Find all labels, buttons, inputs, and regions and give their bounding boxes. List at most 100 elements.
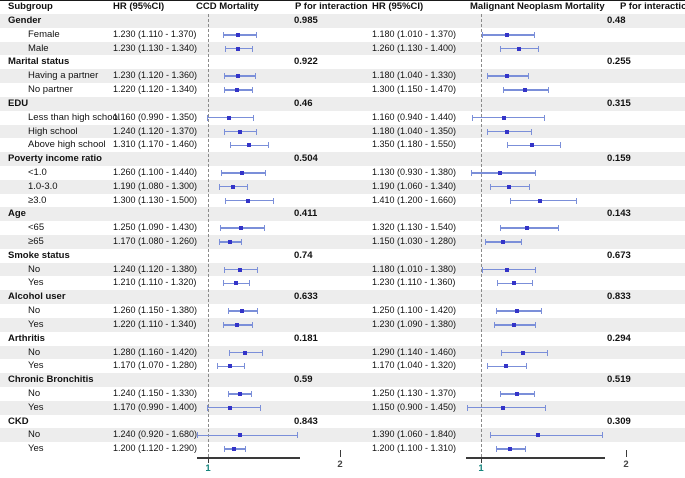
subgroup-label: No partner — [28, 84, 73, 96]
point-marker-ccd — [240, 170, 245, 175]
ci-cap-high-ccd — [250, 390, 252, 397]
p-value-ccd: 0.504 — [294, 153, 318, 165]
forest-row: Poverty income ratio 0.504 0.159 — [0, 152, 685, 166]
ci-cap-high-ccd — [253, 114, 255, 121]
subgroup-label: Yes — [28, 318, 44, 330]
point-marker-mn — [505, 32, 510, 37]
ci-bar-mn — [510, 199, 577, 202]
forest-row: <1.0 1.260 (1.100 - 1.440) 1.130 (0.930 - … — [0, 166, 685, 180]
subgroup-label: Yes — [28, 401, 44, 413]
p-value-mn: 0.315 — [607, 97, 631, 109]
ci-cap-low-ccd — [223, 73, 225, 80]
ci-cap-high-ccd — [273, 197, 274, 204]
forest-row: Chronic Bronchitis 0.59 0.519 — [0, 373, 685, 387]
point-marker-ccd — [245, 198, 250, 203]
hr-ci-text-ccd: 1.260 (1.100 - 1.440) — [113, 166, 198, 177]
forest-row: Male 1.230 (1.130 - 1.340) 1.260 (1.130 - … — [0, 41, 685, 56]
ci-cap-low-mn — [499, 45, 501, 52]
hr-ci-text-mn: 1.290 (1.140 - 1.460) — [372, 346, 457, 357]
ci-cap-low-ccd — [219, 225, 221, 232]
forest-row: Female 1.230 (1.110 - 1.370) 1.180 (1.010 … — [0, 28, 685, 42]
ci-cap-high-mn — [533, 390, 535, 397]
p-value-ccd: 0.985 — [294, 15, 318, 26]
forest-row: ≥3.0 1.300 (1.130 - 1.500) 1.410 (1.200 - … — [0, 194, 685, 208]
point-marker-mn — [515, 309, 520, 314]
subgroup-label: Male — [28, 42, 49, 54]
hr-ci-text-ccd: 1.170 (0.990 - 1.400) — [113, 401, 198, 412]
hr-ci-text-mn: 1.260 (1.130 - 1.400) — [372, 42, 457, 53]
ci-cap-high-mn — [559, 142, 561, 149]
subgroup-label: Arthritis — [8, 332, 45, 344]
point-marker-ccd — [232, 447, 237, 452]
ci-cap-low-mn — [482, 31, 484, 38]
ci-cap-low-ccd — [223, 446, 225, 453]
column-header-mn-mortality: Malignant Neoplasm Mortality — [470, 1, 605, 12]
ci-cap-low-ccd — [223, 128, 225, 135]
subgroup-label: Having a partner — [28, 70, 99, 82]
subgroup-label: Yes — [28, 277, 44, 289]
ci-cap-high-ccd — [245, 446, 247, 453]
forest-row: CKD 0.843 0.309 — [0, 415, 685, 429]
ci-cap-low-mn — [499, 225, 501, 232]
ci-cap-low-ccd — [222, 280, 224, 287]
forest-row: Arthritis 0.181 0.294 — [0, 332, 685, 346]
ci-cap-low-mn — [494, 321, 496, 328]
ci-cap-high-mn — [533, 31, 535, 38]
ci-cap-low-ccd — [223, 87, 225, 94]
hr-ci-text-mn: 1.180 (1.040 - 1.350) — [372, 125, 457, 136]
ci-cap-low-ccd — [225, 45, 227, 52]
ci-cap-low-ccd — [223, 266, 225, 273]
ci-cap-high-mn — [538, 45, 539, 52]
ci-cap-high-ccd — [265, 169, 267, 176]
forest-row: Yes 1.170 (1.070 - 1.280) 1.170 (1.040 - 1… — [0, 359, 685, 373]
p-value-mn: 0.159 — [607, 153, 631, 165]
forest-row: Smoke status 0.74 0.673 — [0, 249, 685, 263]
point-marker-ccd — [236, 74, 241, 79]
hr-ci-text-ccd: 1.170 (1.080 - 1.260) — [113, 236, 198, 246]
p-value-ccd: 0.181 — [294, 332, 318, 344]
hr-ci-text-mn: 1.320 (1.130 - 1.540) — [372, 222, 457, 233]
ci-cap-high-mn — [530, 128, 532, 135]
ci-cap-high-mn — [527, 73, 529, 80]
hr-ci-text-mn: 1.300 (1.150 - 1.470) — [372, 84, 457, 95]
forest-row: Less than high school 1.160 (0.990 - 1.35… — [0, 111, 685, 125]
ci-bar-mn — [470, 172, 537, 174]
reference-line-ccd — [208, 14, 209, 457]
point-marker-mn — [508, 447, 512, 452]
ci-cap-high-ccd — [255, 128, 257, 135]
hr-ci-text-ccd: 1.200 (1.120 - 1.290) — [113, 443, 198, 454]
subgroup-label: Yes — [28, 360, 44, 372]
hr-ci-text-mn: 1.200 (1.100 - 1.310) — [372, 443, 457, 454]
ci-cap-low-mn — [486, 128, 488, 135]
point-marker-mn — [497, 170, 502, 175]
point-marker-ccd — [228, 240, 233, 244]
ci-cap-high-mn — [543, 114, 545, 121]
forest-row: No 1.240 (1.120 - 1.380) 1.180 (1.010 - 1.… — [0, 262, 685, 277]
forest-row: ≥65 1.170 (1.080 - 1.260) 1.150 (1.030 - 1… — [0, 235, 685, 249]
hr-ci-text-ccd: 1.240 (1.150 - 1.330) — [113, 387, 198, 398]
axis-tick-label-2-mn: 2 — [623, 459, 629, 470]
hr-ci-text-ccd: 1.220 (1.110 - 1.340) — [113, 318, 197, 329]
ci-bar-ccd — [206, 406, 261, 409]
ci-cap-low-ccd — [218, 239, 220, 245]
p-value-mn: 0.833 — [607, 291, 631, 303]
ci-cap-low-mn — [470, 169, 472, 176]
point-marker-ccd — [236, 32, 241, 37]
hr-ci-text-ccd: 1.210 (1.110 - 1.320) — [113, 277, 197, 288]
ci-bar-mn — [472, 116, 545, 119]
forest-row: Yes 1.170 (0.990 - 1.400) 1.150 (0.900 - 1… — [0, 400, 685, 415]
ci-cap-high-ccd — [251, 321, 253, 328]
axis-tick-label-1-mn: 1 — [478, 463, 484, 474]
axis-tick-label-1-ccd: 1 — [205, 463, 211, 474]
ci-cap-high-ccd — [251, 87, 253, 94]
point-marker-ccd — [233, 281, 238, 286]
p-value-mn: 0.294 — [607, 332, 631, 344]
ci-cap-high-mn — [546, 349, 548, 356]
forest-row: Yes 1.210 (1.110 - 1.320) 1.230 (1.110 - 1… — [0, 276, 685, 290]
ci-cap-low-mn — [496, 280, 498, 287]
forest-row: EDU 0.46 0.315 — [0, 96, 685, 111]
point-marker-mn — [525, 226, 530, 231]
p-value-mn: 0.143 — [607, 208, 631, 220]
hr-ci-text-mn: 1.410 (1.200 - 1.660) — [372, 194, 457, 205]
axis-tick-label-2-ccd: 2 — [337, 459, 343, 470]
